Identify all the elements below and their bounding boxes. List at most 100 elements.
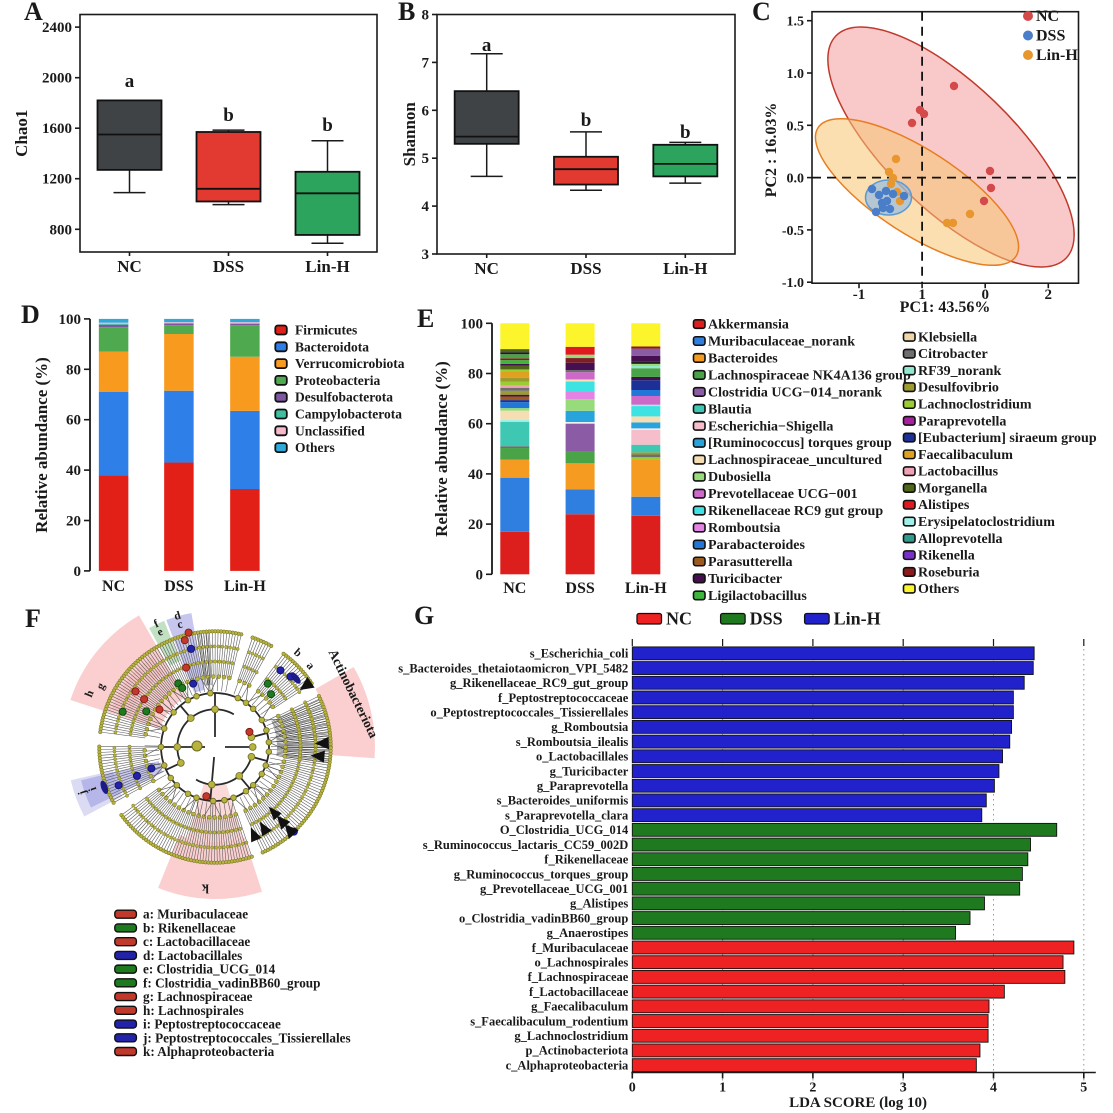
svg-text:g_Turicibacter: g_Turicibacter [550,764,629,778]
svg-text:A: A [24,0,43,26]
svg-text:a: a [125,71,135,92]
svg-text:Desulfovibrio: Desulfovibrio [918,381,999,396]
svg-text:80: 80 [66,362,81,378]
svg-text:s_Paraprevotella_clara: s_Paraprevotella_clara [505,808,629,822]
svg-text:g: g [94,681,107,692]
svg-text:Alistipes: Alistipes [918,498,970,513]
svg-text:k: Alphaproteobacteria: k: Alphaproteobacteria [143,1044,275,1059]
svg-text:Others: Others [295,440,335,455]
svg-text:Lachnoclostridium: Lachnoclostridium [918,397,1032,412]
svg-text:s_Faecalibaculum_rodentium: s_Faecalibaculum_rodentium [470,1014,629,1028]
svg-text:Ligilactobacillus: Ligilactobacillus [708,589,807,604]
svg-text:1.5: 1.5 [787,15,805,30]
svg-text:s_Escherichia_coli: s_Escherichia_coli [530,647,629,661]
svg-text:o_Peptostreptococcales_Tissier: o_Peptostreptococcales_Tissierellales [430,705,628,719]
svg-text:s_Bacteroides_thetaiotaomicron: s_Bacteroides_thetaiotaomicron_VPI_5482 [398,661,628,675]
svg-text:a: a [304,660,317,672]
svg-text:1.0: 1.0 [787,67,805,82]
svg-text:h: Lachnospirales: h: Lachnospirales [143,1003,244,1018]
svg-text:2: 2 [809,1081,816,1096]
svg-text:f: Clostridia_vadinBB60_group: f: Clostridia_vadinBB60_group [143,975,320,990]
svg-text:b: b [291,646,304,659]
svg-text:Lactobacillus: Lactobacillus [918,465,999,480]
svg-text:D: D [21,300,40,329]
svg-text:Lachnospiraceae NK4A136 group: Lachnospiraceae NK4A136 group [708,368,911,383]
svg-text:Parasutterella: Parasutterella [708,555,793,570]
svg-text:k: k [201,882,209,897]
svg-text:1600: 1600 [42,121,72,137]
svg-text:Romboutsia: Romboutsia [708,521,780,536]
svg-text:b: b [680,122,691,143]
svg-text:Verrucomicrobiota: Verrucomicrobiota [295,356,405,371]
svg-text:4: 4 [990,1081,997,1096]
svg-text:0: 0 [74,564,82,580]
svg-text:i: Peptostreptococcaceae: i: Peptostreptococcaceae [143,1017,281,1032]
svg-text:Rikenella: Rikenella [918,549,975,564]
svg-text:Others: Others [918,582,960,597]
svg-text:DSS: DSS [213,257,244,276]
svg-text:d: Lactobacillales: d: Lactobacillales [143,948,242,963]
svg-text:6: 6 [422,103,430,119]
svg-text:5: 5 [422,151,430,167]
svg-text:j: j [76,789,89,798]
svg-text:DSS: DSS [164,578,193,595]
svg-text:NC: NC [503,580,526,597]
svg-text:g_Paraprevotella: g_Paraprevotella [537,779,629,793]
svg-text:7: 7 [422,55,430,71]
svg-text:Campylobacterota: Campylobacterota [295,407,402,422]
svg-text:C: C [752,0,771,26]
svg-text:2: 2 [1045,287,1053,303]
svg-text:800: 800 [50,222,73,238]
svg-text:Faecalibaculum: Faecalibaculum [918,448,1013,463]
svg-text:d: d [173,609,183,622]
svg-text:g_Prevotellaceae_UCG_001: g_Prevotellaceae_UCG_001 [480,882,628,896]
svg-text:Unclassified: Unclassified [295,423,365,438]
svg-text:b: b [223,105,234,126]
svg-text:O_Clostridia_UCG_014: O_Clostridia_UCG_014 [500,823,629,837]
svg-text:a: Muribaculaceae: a: Muribaculaceae [143,907,248,922]
svg-text:F: F [25,604,41,633]
svg-text:p_Actinobacteriota: p_Actinobacteriota [526,1044,630,1058]
svg-text:s_Ruminococcus_lactaris_CC59_0: s_Ruminococcus_lactaris_CC59_002D [423,838,629,852]
svg-text:100: 100 [59,312,82,328]
svg-text:Proteobacteria: Proteobacteria [295,373,380,388]
svg-text:o_Lachnospirales: o_Lachnospirales [535,955,629,969]
svg-text:B: B [398,0,415,26]
svg-text:Lin-H: Lin-H [834,609,881,629]
svg-text:80: 80 [468,367,483,383]
svg-text:g_Lachnoclostridium: g_Lachnoclostridium [514,1029,628,1043]
svg-text:Lachnospiraceae_uncultured: Lachnospiraceae_uncultured [708,453,882,468]
svg-text:s_Romboutsia_ilealis: s_Romboutsia_ilealis [516,735,629,749]
svg-text:0: 0 [629,1081,636,1096]
svg-text:e: e [155,626,165,639]
svg-text:RF39_norank: RF39_norank [918,364,1001,379]
svg-text:o_Clostridia_vadinBB60_group: o_Clostridia_vadinBB60_group [459,911,628,925]
svg-text:100: 100 [461,316,484,332]
svg-text:4: 4 [422,199,430,215]
svg-text:DSS: DSS [570,259,601,278]
svg-text:NC: NC [1036,8,1059,25]
svg-text:Relative abundance (%): Relative abundance (%) [432,361,451,537]
svg-text:DSS: DSS [1036,28,1065,45]
svg-text:Parabacteroides: Parabacteroides [708,538,805,553]
svg-text:g_Faecalibaculum: g_Faecalibaculum [531,1000,629,1014]
svg-text:a: a [482,35,492,56]
svg-text:Erysipelatoclostridium: Erysipelatoclostridium [918,515,1055,530]
svg-text:f_Lactobacillaceae: f_Lactobacillaceae [529,985,629,999]
svg-text:Escherichia−Shigella: Escherichia−Shigella [708,419,833,434]
svg-text:0: 0 [476,567,484,583]
svg-text:Clostridia UCG−014_norank: Clostridia UCG−014_norank [708,385,882,400]
svg-text:Lin-H: Lin-H [663,259,707,278]
svg-text:g_Ruminococcus_torques_group: g_Ruminococcus_torques_group [454,867,629,881]
svg-text:Prevotellaceae UCG−001: Prevotellaceae UCG−001 [708,487,858,502]
svg-text:g_Alistipes: g_Alistipes [570,897,628,911]
svg-text:Firmicutes: Firmicutes [295,323,357,338]
svg-text:Muribaculaceae_norank: Muribaculaceae_norank [708,334,855,349]
svg-text:Bacteroides: Bacteroides [708,351,778,366]
svg-text:1: 1 [918,287,926,303]
svg-text:e: Clostridia_UCG_014: e: Clostridia_UCG_014 [143,962,276,977]
svg-text:Lin-H: Lin-H [625,580,667,597]
svg-text:G: G [414,601,434,630]
svg-text:DSS: DSS [750,609,783,629]
svg-text:i: i [87,785,100,793]
